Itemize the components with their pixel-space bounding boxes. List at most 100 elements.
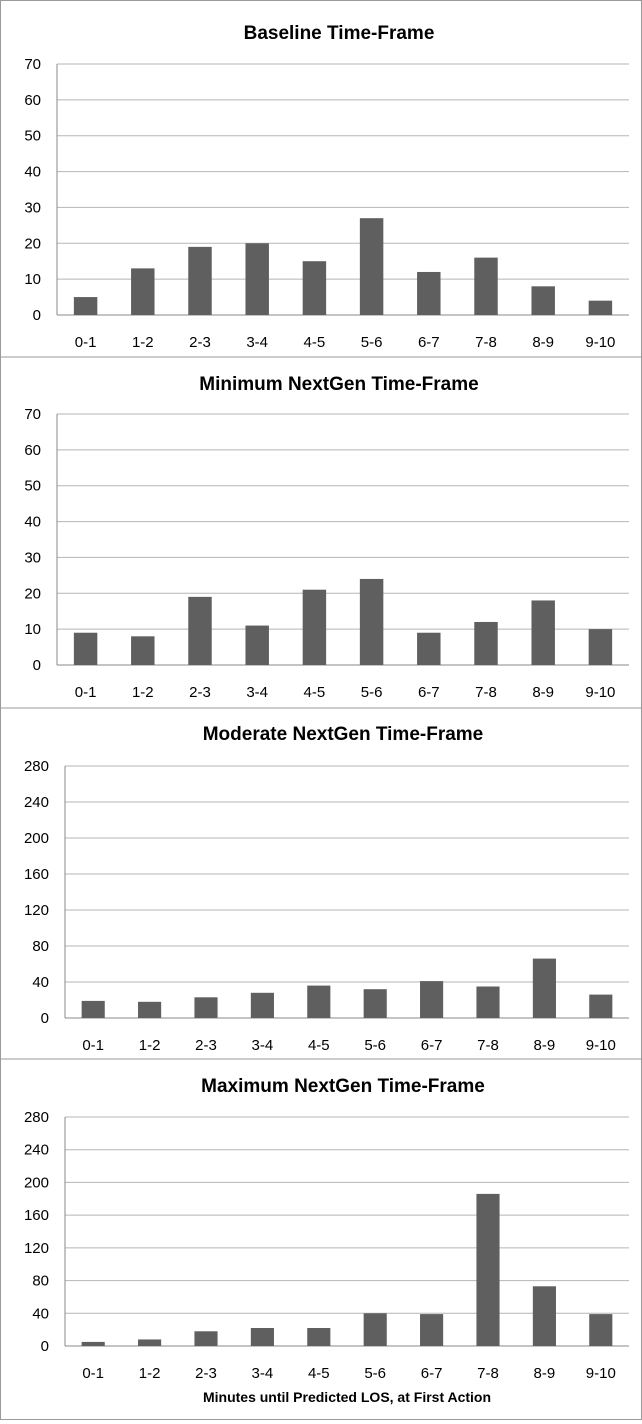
y-tick-label: 10 bbox=[24, 271, 41, 288]
y-tick-label: 50 bbox=[24, 478, 41, 495]
bar-4-5 bbox=[307, 985, 331, 1018]
bar-6-7 bbox=[420, 981, 444, 1018]
x-tick-label: 9-10 bbox=[586, 1037, 616, 1054]
chart-title: Maximum NextGen Time-Frame bbox=[201, 1076, 485, 1097]
bar-9-10 bbox=[589, 994, 613, 1018]
x-tick-label: 3-4 bbox=[246, 684, 268, 701]
y-tick-label: 40 bbox=[24, 514, 41, 531]
x-tick-label: 5-6 bbox=[364, 1037, 386, 1054]
y-tick-label: 0 bbox=[33, 307, 41, 324]
y-tick-label: 160 bbox=[24, 1207, 49, 1224]
bar-7-8 bbox=[476, 986, 500, 1018]
bar-4-5 bbox=[302, 261, 327, 315]
x-tick-label: 7-8 bbox=[477, 1037, 499, 1054]
bar-7-8 bbox=[474, 621, 498, 665]
y-tick-label: 70 bbox=[24, 406, 41, 423]
y-tick-label: 240 bbox=[24, 794, 49, 811]
bar-5-6 bbox=[363, 1313, 387, 1346]
y-tick-label: 60 bbox=[24, 92, 41, 109]
x-tick-label: 8-9 bbox=[534, 1037, 556, 1054]
bar-4-5 bbox=[302, 589, 327, 665]
bar-2-3 bbox=[194, 997, 218, 1018]
bar-7-8 bbox=[476, 1193, 500, 1346]
bar-0-1 bbox=[81, 1341, 105, 1346]
x-tick-label: 8-9 bbox=[534, 1365, 556, 1382]
bar-6-7 bbox=[417, 271, 441, 315]
x-tick-label: 7-8 bbox=[477, 1365, 499, 1382]
bar-2-3 bbox=[188, 246, 212, 315]
x-tick-label: 3-4 bbox=[252, 1365, 274, 1382]
x-tick-label: 1-2 bbox=[132, 684, 154, 701]
chart-title: Minimum NextGen Time-Frame bbox=[199, 374, 478, 395]
y-tick-label: 0 bbox=[33, 657, 41, 674]
y-tick-label: 30 bbox=[24, 549, 41, 566]
bar-3-4 bbox=[250, 1328, 274, 1346]
y-tick-label: 20 bbox=[24, 585, 41, 602]
x-tick-label: 5-6 bbox=[364, 1365, 386, 1382]
x-tick-label: 4-5 bbox=[304, 334, 326, 351]
chart-title: Moderate NextGen Time-Frame bbox=[203, 724, 484, 745]
y-tick-label: 280 bbox=[24, 1109, 49, 1126]
bar-2-3 bbox=[188, 596, 212, 665]
x-tick-label: 2-3 bbox=[195, 1037, 217, 1054]
x-tick-label: 5-6 bbox=[361, 684, 383, 701]
y-tick-label: 80 bbox=[32, 938, 49, 955]
bar-1-2 bbox=[131, 636, 155, 665]
bar-3-4 bbox=[245, 243, 269, 315]
bar-7-8 bbox=[474, 257, 498, 315]
y-tick-label: 70 bbox=[24, 56, 41, 73]
y-tick-label: 20 bbox=[24, 235, 41, 252]
y-tick-label: 160 bbox=[24, 866, 49, 883]
bar-4-5 bbox=[307, 1328, 331, 1346]
bar-8-9 bbox=[531, 600, 555, 665]
x-tick-label: 7-8 bbox=[475, 684, 497, 701]
x-tick-label: 9-10 bbox=[585, 684, 615, 701]
x-tick-label: 4-5 bbox=[308, 1365, 330, 1382]
bar-9-10 bbox=[588, 629, 613, 665]
bar-6-7 bbox=[417, 632, 441, 665]
y-tick-label: 120 bbox=[24, 1240, 49, 1257]
x-tick-label: 6-7 bbox=[421, 1037, 443, 1054]
x-tick-label: 6-7 bbox=[418, 684, 440, 701]
x-tick-label: 3-4 bbox=[246, 334, 268, 351]
bar-8-9 bbox=[532, 958, 556, 1018]
x-tick-label: 7-8 bbox=[475, 334, 497, 351]
x-tick-label: 0-1 bbox=[75, 684, 97, 701]
x-tick-label: 3-4 bbox=[252, 1037, 274, 1054]
bar-8-9 bbox=[532, 1286, 556, 1346]
bar-0-1 bbox=[73, 297, 98, 315]
bar-5-6 bbox=[363, 989, 387, 1018]
bar-9-10 bbox=[588, 300, 613, 315]
x-tick-label: 4-5 bbox=[308, 1037, 330, 1054]
x-tick-label: 4-5 bbox=[304, 684, 326, 701]
x-tick-label: 5-6 bbox=[361, 334, 383, 351]
bar-5-6 bbox=[359, 218, 384, 315]
y-tick-label: 0 bbox=[41, 1338, 49, 1355]
y-tick-label: 60 bbox=[24, 442, 41, 459]
x-tick-label: 1-2 bbox=[139, 1365, 161, 1382]
x-tick-label: 6-7 bbox=[421, 1365, 443, 1382]
bar-3-4 bbox=[245, 625, 269, 665]
x-tick-label: 9-10 bbox=[585, 334, 615, 351]
x-tick-label: 2-3 bbox=[189, 684, 211, 701]
y-tick-label: 10 bbox=[24, 621, 41, 638]
x-tick-label: 2-3 bbox=[195, 1365, 217, 1382]
x-tick-label: 8-9 bbox=[532, 334, 554, 351]
x-tick-label: 1-2 bbox=[132, 334, 154, 351]
bar-6-7 bbox=[420, 1314, 444, 1346]
x-axis-label: Minutes until Predicted LOS, at First Ac… bbox=[203, 1389, 491, 1405]
y-tick-label: 240 bbox=[24, 1142, 49, 1159]
y-tick-label: 40 bbox=[24, 164, 41, 181]
y-tick-label: 120 bbox=[24, 902, 49, 919]
x-tick-label: 0-1 bbox=[82, 1037, 104, 1054]
x-tick-label: 8-9 bbox=[532, 684, 554, 701]
bar-1-2 bbox=[138, 1001, 162, 1018]
bar-8-9 bbox=[531, 286, 555, 315]
bar-9-10 bbox=[589, 1314, 613, 1346]
x-tick-label: 2-3 bbox=[189, 334, 211, 351]
chart-title: Baseline Time-Frame bbox=[244, 23, 435, 44]
y-tick-label: 80 bbox=[32, 1273, 49, 1290]
bar-3-4 bbox=[250, 992, 274, 1018]
